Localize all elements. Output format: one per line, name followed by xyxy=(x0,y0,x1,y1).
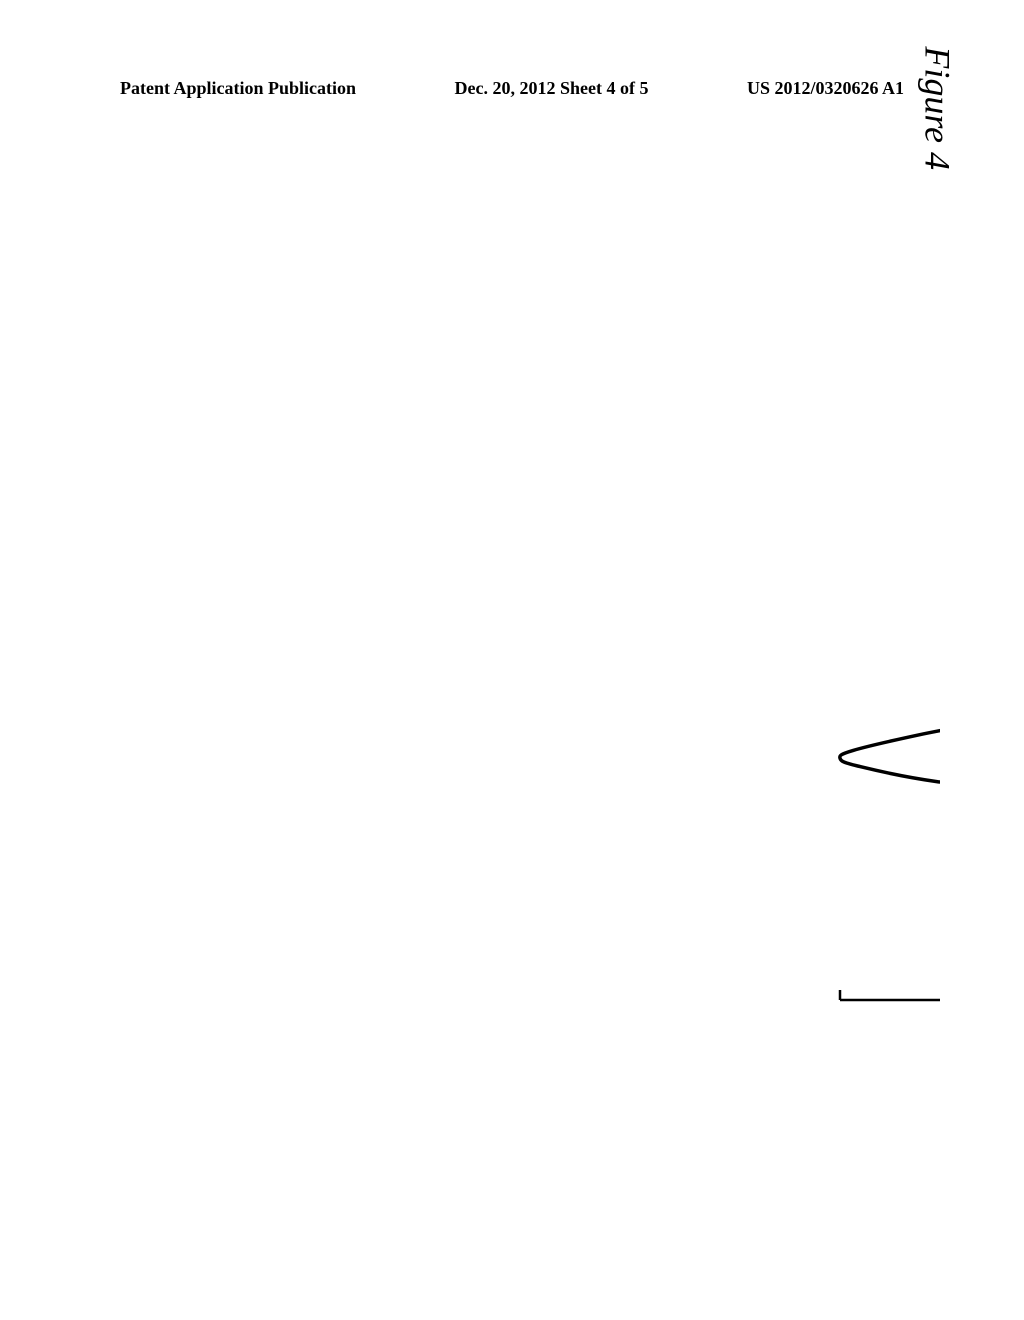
figure-caption: Figure 4 xyxy=(917,46,959,170)
header-patent-number: US 2012/0320626 A1 xyxy=(747,78,904,99)
page-header: Patent Application Publication Dec. 20, … xyxy=(0,78,1024,99)
header-publication: Patent Application Publication xyxy=(120,78,356,99)
figure-container: 300350400450500550600650700750800Wavelen… xyxy=(60,160,940,1220)
spectrum-chart: 300350400450500550600650700750800Wavelen… xyxy=(60,160,940,1220)
header-date-sheet: Dec. 20, 2012 Sheet 4 of 5 xyxy=(455,78,649,99)
